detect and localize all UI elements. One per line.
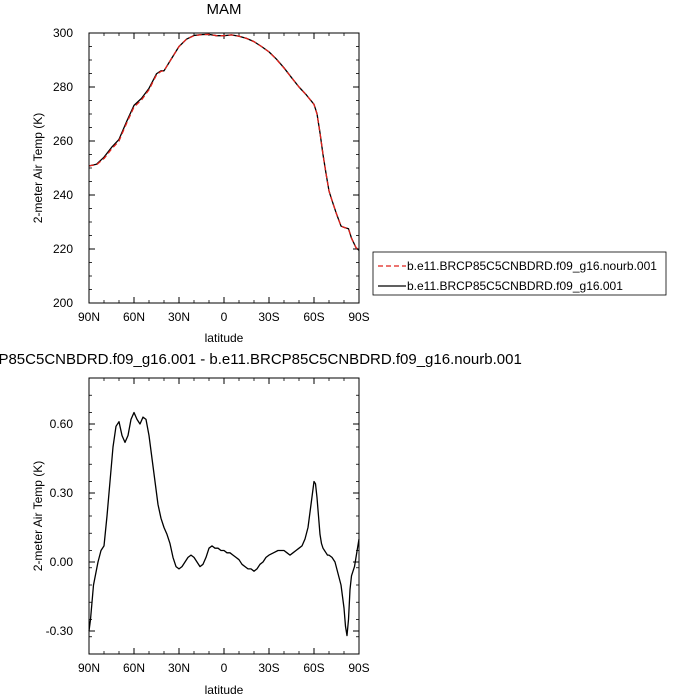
legend-label-nourb: b.e11.BRCP85C5CNBDRD.f09_g16.nourb.001 bbox=[407, 259, 657, 273]
top-x-axis-label: latitude bbox=[205, 331, 244, 345]
bottom-x-tick-label: 90N bbox=[78, 661, 100, 675]
top-y-axis-label: 2-meter Air Temp (K) bbox=[31, 113, 45, 223]
bottom-chart-title: b.e11.BRCP85C5CNBDRD.f09_g16.001 - b.e11… bbox=[0, 351, 522, 368]
bottom-x-axis-label: latitude bbox=[205, 683, 244, 697]
top-tick-labels: 90N 60N 30N 0 30S 60S 90S 200 220 240 260 280 300 bbox=[53, 26, 370, 324]
bottom-y-axis-label: 2-meter Air Temp (K) bbox=[31, 461, 45, 571]
bottom-axis-ticks bbox=[88, 377, 360, 655]
bottom-plot-frame bbox=[88, 377, 360, 655]
legend-box bbox=[372, 251, 667, 296]
top-y-tick-label: 280 bbox=[53, 80, 73, 94]
bottom-tick-labels: 90N 60N 30N 0 30S 60S 90S -0.30 0.00 0.30 0.60 bbox=[46, 417, 370, 675]
top-x-tick-label: 60N bbox=[123, 310, 145, 324]
bottom-x-tick-label: 30S bbox=[258, 661, 279, 675]
top-x-tick-label: 30S bbox=[258, 310, 279, 324]
bottom-series-line-0 bbox=[88, 411, 360, 637]
bottom-x-tick-label: 60S bbox=[303, 661, 324, 675]
top-series-line-1 bbox=[88, 33, 360, 251]
bottom-y-tick-label: 0.60 bbox=[50, 417, 74, 431]
bottom-series-lines bbox=[88, 411, 360, 637]
bottom-x-tick-label: 0 bbox=[221, 661, 228, 675]
top-y-tick-label: 240 bbox=[53, 188, 73, 202]
top-plot-frame bbox=[88, 32, 360, 304]
legend: b.e11.BRCP85C5CNBDRD.f09_g16.nourb.001 b… bbox=[372, 251, 667, 296]
top-x-tick-label: 30N bbox=[168, 310, 190, 324]
top-panel: 90N 60N 30N 0 30S 60S 90S 200 220 240 260 280 300 MA… bbox=[31, 1, 667, 345]
top-x-tick-label: 60S bbox=[303, 310, 324, 324]
bottom-panel: 90N 60N 30N 0 30S 60S 90S -0.30 0.00 0.30 0.60 b.e… bbox=[0, 351, 522, 697]
top-x-tick-label: 0 bbox=[221, 310, 228, 324]
top-axis-ticks bbox=[88, 32, 360, 304]
top-y-tick-label: 300 bbox=[53, 26, 73, 40]
top-series-lines bbox=[88, 33, 360, 251]
top-series-line-0 bbox=[88, 33, 360, 251]
bottom-x-tick-label: 30N bbox=[168, 661, 190, 675]
top-x-tick-label: 90S bbox=[348, 310, 369, 324]
top-chart-title: MAM bbox=[207, 1, 242, 18]
bottom-y-tick-label: -0.30 bbox=[46, 624, 74, 638]
top-y-tick-label: 260 bbox=[53, 134, 73, 148]
top-x-tick-label: 90N bbox=[78, 310, 100, 324]
top-y-tick-label: 200 bbox=[53, 296, 73, 310]
bottom-y-tick-label: 0.00 bbox=[50, 555, 74, 569]
bottom-x-tick-label: 90S bbox=[348, 661, 369, 675]
bottom-x-tick-label: 60N bbox=[123, 661, 145, 675]
top-y-tick-label: 220 bbox=[53, 242, 73, 256]
legend-label-control: b.e11.BRCP85C5CNBDRD.f09_g16.001 bbox=[407, 279, 623, 293]
bottom-y-tick-label: 0.30 bbox=[50, 486, 74, 500]
